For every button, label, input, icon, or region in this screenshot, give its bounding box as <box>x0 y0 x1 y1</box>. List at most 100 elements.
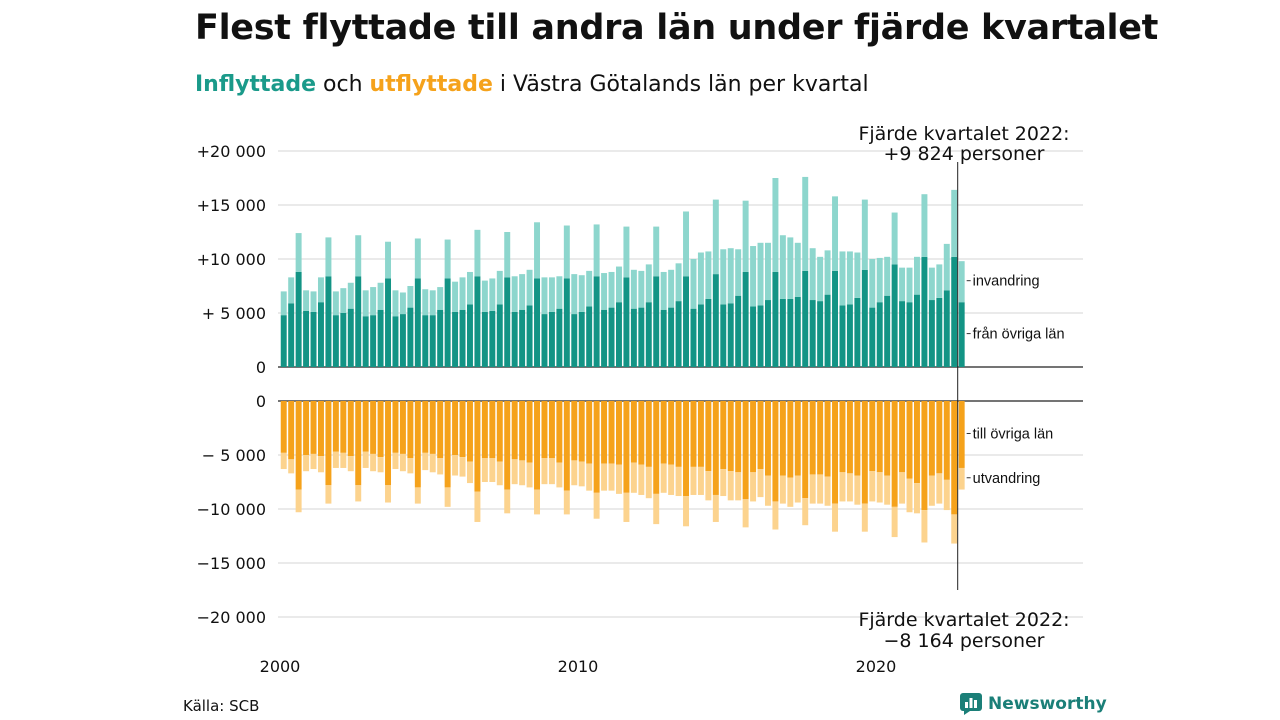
bar-from-other-counties <box>526 305 533 367</box>
bar-emigration <box>332 451 339 468</box>
bar-from-other-counties <box>854 297 861 367</box>
bar-from-other-counties <box>899 301 906 367</box>
x-tick-label: 2020 <box>856 657 897 676</box>
bar-from-other-counties <box>839 305 846 367</box>
bar-emigration <box>303 455 310 472</box>
bar-immigration <box>489 278 496 311</box>
bar-immigration <box>913 256 920 295</box>
bar-from-other-counties <box>817 301 824 367</box>
bar-immigration <box>630 269 637 309</box>
bar-emigration <box>511 459 518 485</box>
bar-to-other-counties <box>355 401 362 486</box>
bar-from-other-counties <box>757 305 764 367</box>
bar-to-other-counties <box>832 401 839 504</box>
bar-immigration <box>511 276 518 312</box>
bar-emigration <box>407 458 414 474</box>
bar-to-other-counties <box>705 401 712 472</box>
bar-from-other-counties <box>705 298 712 367</box>
bar-immigration <box>340 288 347 313</box>
bar-from-other-counties <box>772 271 779 367</box>
bar-immigration <box>660 271 667 310</box>
bar-immigration <box>593 224 600 277</box>
bar-emigration <box>899 472 906 504</box>
bar-emigration <box>347 456 354 472</box>
bar-from-other-counties <box>325 276 332 367</box>
bar-to-other-counties <box>757 401 764 470</box>
bar-emigration <box>764 475 771 506</box>
bar-immigration <box>563 225 570 279</box>
bar-from-other-counties <box>884 295 891 367</box>
bar-from-other-counties <box>414 278 421 367</box>
bar-immigration <box>571 274 578 315</box>
bar-to-other-counties <box>928 401 935 476</box>
chart-subtitle: Inflyttade och utflyttade i Västra Götal… <box>195 72 869 97</box>
bar-to-other-counties <box>534 401 541 490</box>
bar-from-other-counties <box>958 302 965 367</box>
bar-immigration <box>809 248 816 301</box>
bar-to-other-counties <box>921 401 928 511</box>
bar-emigration <box>444 487 451 507</box>
bar-emigration <box>913 483 920 514</box>
bar-to-other-counties <box>750 401 757 473</box>
bar-emigration <box>399 453 406 472</box>
bar-immigration <box>414 238 421 279</box>
bar-from-other-counties <box>534 278 541 367</box>
bar-from-other-counties <box>653 276 660 367</box>
bar-to-other-counties <box>459 401 466 458</box>
bar-to-other-counties <box>936 401 943 474</box>
bar-immigration <box>638 270 645 308</box>
newsworthy-logo: Newsworthy <box>960 693 1107 715</box>
bar-emigration <box>839 472 846 502</box>
bar-emigration <box>556 462 563 488</box>
bar-from-other-counties <box>556 308 563 367</box>
bar-emigration <box>824 476 831 506</box>
series-label-emigration: utvandring <box>973 471 1041 487</box>
bar-immigration <box>615 266 622 303</box>
bar-from-other-counties <box>489 310 496 367</box>
bar-to-other-counties <box>325 401 332 486</box>
bar-to-other-counties <box>586 401 593 464</box>
bar-emigration <box>712 494 719 522</box>
bar-from-other-counties <box>571 314 578 367</box>
bar-immigration <box>839 251 846 306</box>
bar-from-other-counties <box>750 306 757 367</box>
logo-text: Newsworthy <box>988 694 1107 714</box>
bar-emigration <box>720 469 727 497</box>
bar-from-other-counties <box>578 311 585 367</box>
bar-from-other-counties <box>690 308 697 367</box>
bar-emigration <box>668 464 675 495</box>
bar-immigration <box>884 256 891 296</box>
bar-to-other-counties <box>511 401 518 460</box>
bar-immigration <box>824 250 831 295</box>
bar-immigration <box>683 211 690 277</box>
bar-emigration <box>571 460 578 486</box>
bar-immigration <box>556 276 563 309</box>
bar-from-other-counties <box>712 274 719 367</box>
bar-to-other-counties <box>504 401 511 490</box>
bar-to-other-counties <box>288 401 295 460</box>
bar-immigration <box>712 199 719 275</box>
bar-emigration <box>705 471 712 501</box>
bar-to-other-counties <box>362 401 369 452</box>
bar-to-other-counties <box>690 401 697 467</box>
bar-to-other-counties <box>824 401 831 477</box>
bar-emigration <box>802 498 809 526</box>
bar-immigration <box>310 291 317 312</box>
bar-immigration <box>459 277 466 310</box>
bar-immigration <box>452 281 459 312</box>
bar-immigration <box>474 229 481 277</box>
bar-immigration <box>608 271 615 308</box>
bar-emigration <box>310 453 317 470</box>
bar-immigration <box>772 178 779 272</box>
bar-emigration <box>660 463 667 493</box>
y-tick-label-top: +15 000 <box>197 196 266 215</box>
bar-immigration <box>794 242 801 297</box>
bar-to-other-counties <box>623 401 630 493</box>
bar-emigration <box>608 463 615 491</box>
bar-from-other-counties <box>683 276 690 367</box>
bar-to-other-counties <box>802 401 809 499</box>
bar-emigration <box>437 458 444 475</box>
annotation-bottom-line2: −8 164 personer <box>884 630 1045 652</box>
bar-to-other-counties <box>399 401 406 454</box>
bar-from-other-counties <box>787 298 794 367</box>
